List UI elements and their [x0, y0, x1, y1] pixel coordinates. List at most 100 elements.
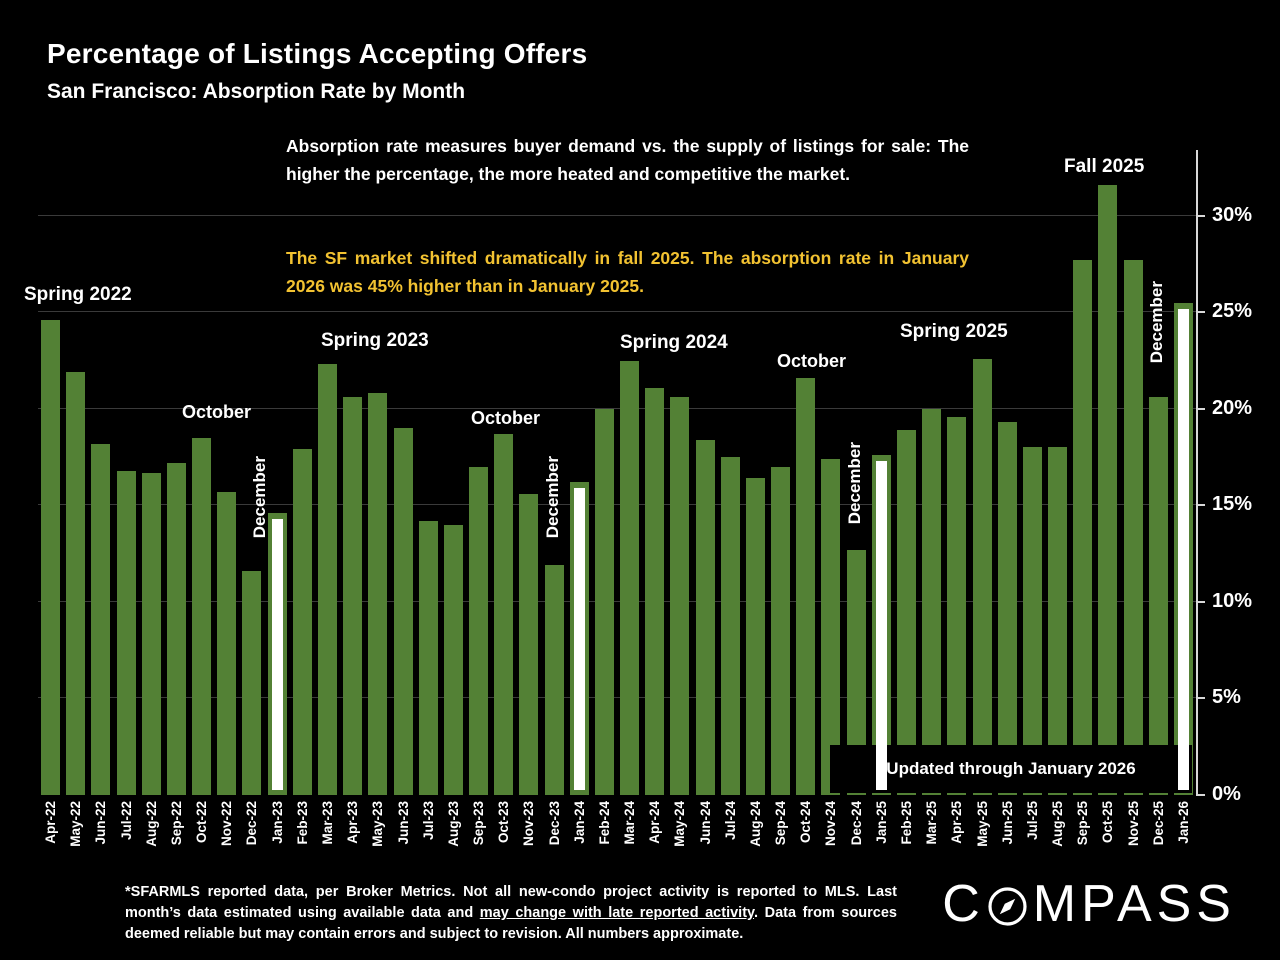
bar-Jul-23 [418, 520, 438, 795]
bar-Apr-22 [41, 319, 61, 795]
bar-Jun-25 [997, 422, 1017, 795]
bar-Apr-24 [645, 387, 665, 795]
compass-logo-letters-mpass: MPASS [1032, 875, 1236, 933]
y-tick-30 [1196, 214, 1205, 217]
x-axis-label-Aug-23: Aug-23 [445, 801, 461, 847]
x-axis-label-Nov-25: Nov-25 [1125, 801, 1141, 847]
bar-Feb-25 [897, 430, 916, 795]
bar-Apr-25 [947, 416, 967, 795]
x-axis-label-Apr-22: Apr-22 [43, 801, 59, 844]
x-axis-label-Jan-23: Jan-23 [269, 801, 285, 844]
x-axis-label-Feb-25: Feb-25 [898, 801, 914, 845]
annotation-december-2022: December [250, 456, 269, 539]
annotation-spring-2023: Spring 2023 [321, 330, 429, 351]
y-axis-line [1196, 150, 1198, 796]
x-axis-label-Apr-24: Apr-24 [647, 801, 663, 844]
bar-Aug-22 [141, 472, 161, 795]
bar-Feb-24 [594, 408, 614, 795]
bar-Mar-24 [620, 360, 640, 795]
bar-May-25 [972, 358, 992, 795]
x-axis-label-Jan-24: Jan-24 [571, 801, 587, 844]
y-tick-5 [1196, 697, 1205, 700]
y-tick-10 [1196, 600, 1205, 603]
bar-May-24 [670, 397, 690, 795]
x-axis-label-Dec-22: Dec-22 [244, 801, 260, 846]
y-tick-label-15: 15% [1212, 493, 1253, 516]
bar-Mar-23 [318, 364, 337, 795]
bar-Jun-22 [91, 443, 111, 795]
bar-Oct-23 [494, 433, 514, 795]
annotation-october-2023: October [471, 408, 541, 428]
annotation-october-2024: October [777, 351, 847, 371]
x-axis-label-Jun-25: Jun-25 [999, 801, 1015, 845]
x-axis-label-Jan-26: Jan-26 [1175, 801, 1191, 844]
x-axis-label-Apr-23: Apr-23 [345, 801, 361, 844]
compass-o-icon [987, 884, 1028, 926]
x-axis-label-Apr-25: Apr-25 [949, 801, 965, 844]
x-axis-label-May-24: May-24 [672, 801, 688, 847]
x-axis-label-Mar-24: Mar-24 [622, 801, 638, 845]
bar-Mar-25 [922, 408, 942, 795]
highlight-note: The SF market shifted dramatically in fa… [286, 248, 969, 296]
x-axis-label-Aug-22: Aug-22 [143, 801, 159, 847]
x-axis-label-Oct-25: Oct-25 [1100, 801, 1116, 844]
highlight-bar-Jan-23 [271, 519, 283, 790]
highlight-bar-Jan-26 [1177, 308, 1189, 790]
x-axis-label-Feb-24: Feb-24 [596, 801, 612, 845]
x-axis-label-Oct-23: Oct-23 [496, 801, 512, 844]
y-tick-label-5: 5% [1212, 686, 1241, 709]
gridline-5 [38, 697, 1196, 699]
bar-Aug-25 [1048, 447, 1068, 795]
bar-Dec-24 [846, 549, 866, 795]
bar-Dec-23 [544, 565, 564, 795]
footnote-text: *SFARMLS reported data, per Broker Metri… [125, 884, 897, 922]
x-axis-label-Nov-24: Nov-24 [823, 801, 839, 847]
bar-Oct-24 [796, 377, 816, 795]
highlight-bar-Jan-25 [875, 461, 887, 790]
y-tick-20 [1196, 407, 1205, 410]
x-axis-label-Nov-22: Nov-22 [219, 801, 235, 847]
bar-Jul-25 [1022, 447, 1042, 795]
x-axis-label-May-25: May-25 [974, 801, 990, 847]
intro-text: Absorption rate measures buyer demand vs… [286, 136, 969, 184]
compass-logo-letter-c: C [942, 875, 985, 933]
gridline-30 [38, 214, 1196, 216]
plot-area [38, 150, 1196, 795]
bar-Nov-25 [1123, 260, 1143, 795]
y-tick-label-10: 10% [1212, 589, 1253, 612]
annotation-october-2022: October [182, 402, 252, 422]
footnote-underlined-text: may change with late reported activity [479, 905, 755, 922]
y-tick-label-25: 25% [1212, 300, 1253, 323]
annotation-december-2024: December [845, 442, 864, 525]
compass-logo: C MPASS [942, 878, 1236, 930]
annotation-december-2023: December [543, 456, 562, 539]
x-axis-label-Aug-24: Aug-24 [747, 801, 763, 847]
x-axis-label-Sep-24: Sep-24 [773, 801, 789, 846]
bar-Jun-24 [695, 439, 715, 795]
x-axis-label-Sep-22: Sep-22 [168, 801, 184, 846]
x-axis-label-Dec-23: Dec-23 [546, 801, 562, 846]
x-axis-label-Jul-23: Jul-23 [420, 801, 436, 841]
bar-Jul-22 [116, 470, 136, 795]
x-axis-label-Nov-23: Nov-23 [521, 801, 537, 847]
annotation-december-2025: December [1147, 281, 1166, 364]
page-subtitle: San Francisco: Absorption Rate by Month [47, 80, 466, 103]
gridline-20 [38, 407, 1196, 409]
x-axis-label-May-22: May-22 [68, 801, 84, 847]
footnote-text-end: . Data from sources deemed reliable but … [125, 905, 897, 943]
y-tick-label-0: 0% [1212, 783, 1241, 805]
bar-Jun-23 [393, 428, 413, 795]
x-axis-label-Jun-22: Jun-22 [93, 801, 109, 845]
y-tick-15 [1196, 504, 1205, 507]
bar-Aug-24 [745, 478, 765, 795]
annotation-spring-2022: Spring 2022 [24, 284, 132, 305]
updated-note-text: Updated through January 2026 [886, 759, 1136, 778]
bar-Sep-24 [771, 466, 791, 795]
x-axis-label-Aug-25: Aug-25 [1050, 801, 1066, 847]
y-tick-label-20: 20% [1212, 396, 1253, 419]
bar-Nov-24 [821, 458, 841, 795]
bar-Sep-22 [166, 462, 186, 795]
bar-Dec-22 [242, 571, 262, 795]
bar-Oct-25 [1098, 184, 1118, 795]
